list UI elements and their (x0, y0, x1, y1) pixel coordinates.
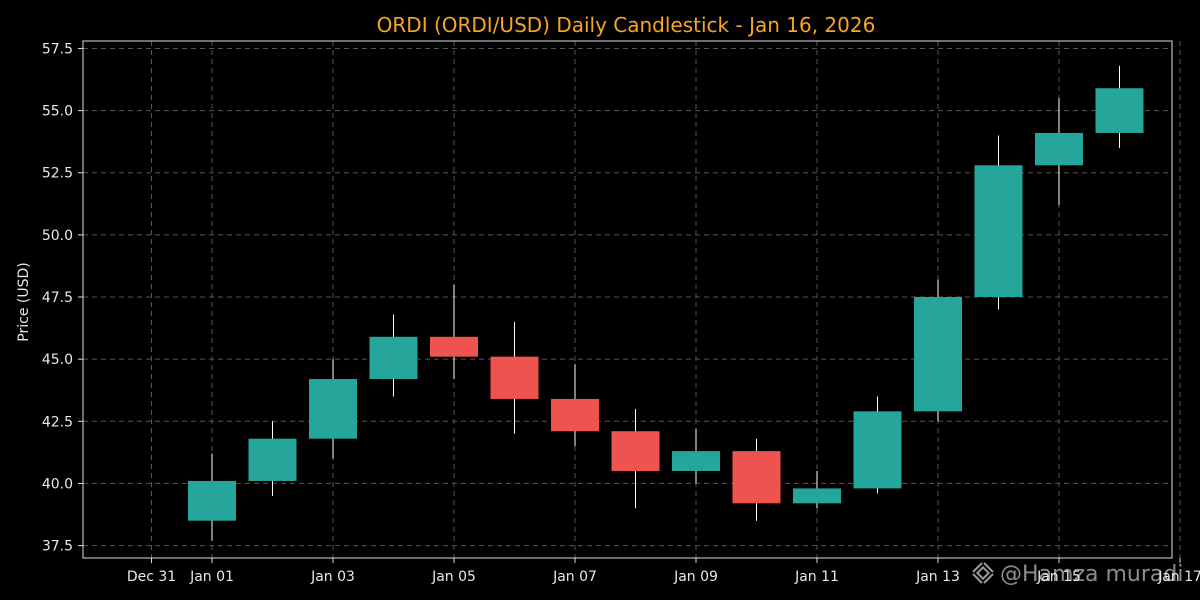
watermark-text: @Hamza muradi (1000, 562, 1183, 587)
candle-body-up (793, 488, 841, 504)
grid (83, 41, 1181, 558)
candle-body-up (1095, 88, 1144, 133)
x-tick-label: Jan 09 (673, 569, 718, 585)
x-axis: Dec 31 Jan 01 Jan 03 Jan 05 Jan 07 Jan 09 Jan … (127, 558, 1200, 585)
x-tick-label: Dec 31 (127, 569, 176, 585)
candle-body-up (248, 438, 297, 481)
candle-body-down (430, 336, 478, 357)
candle-body-up (188, 480, 236, 521)
candles (188, 65, 1144, 541)
x-tick-label: Jan 07 (552, 569, 597, 585)
x-tick-label: Jan 11 (794, 569, 839, 585)
x-tick-label: Jan 01 (189, 569, 234, 585)
y-tick-label: 37.5 (42, 539, 73, 555)
y-tick-label: 42.5 (42, 414, 73, 430)
candle-body-down (732, 451, 781, 504)
watermark: @Hamza muradi (972, 562, 1183, 587)
x-tick-label: Jan 05 (431, 569, 476, 585)
y-tick-label: 40.0 (42, 476, 73, 492)
y-tick-label: 50.0 (42, 228, 73, 244)
y-axis-label: Price (USD) (16, 262, 32, 341)
y-tick-label: 47.5 (42, 290, 73, 306)
candle-body-down (551, 398, 599, 432)
candle-body-up (1035, 132, 1083, 166)
candle-body-up (974, 165, 1023, 298)
y-tick-label: 52.5 (42, 166, 73, 182)
binance-logo-icon (972, 562, 994, 584)
candle-body-down (490, 356, 539, 399)
candle-body-up (914, 297, 962, 412)
candle-body-down (611, 431, 660, 472)
x-tick-label: Jan 03 (310, 569, 355, 585)
candle-body-up (853, 411, 902, 489)
candle-body-up (369, 336, 418, 380)
chart-title: ORDI (ORDI/USD) Daily Candlestick - Jan … (377, 13, 876, 37)
y-tick-label: 55.0 (42, 104, 73, 120)
y-tick-label: 57.5 (42, 41, 73, 57)
y-axis: 37.5 40.0 42.5 45.0 47.5 50.0 52.5 55.0 57.5 (42, 41, 83, 555)
y-tick-label: 45.0 (42, 352, 73, 368)
candle-body-up (672, 451, 720, 472)
candle-body-up (309, 379, 357, 439)
x-tick-label: Jan 15 (1036, 569, 1081, 585)
x-tick-label: Jan 17 (1157, 569, 1200, 585)
plot-frame (82, 40, 1173, 559)
x-tick-label: Jan 13 (915, 569, 960, 585)
